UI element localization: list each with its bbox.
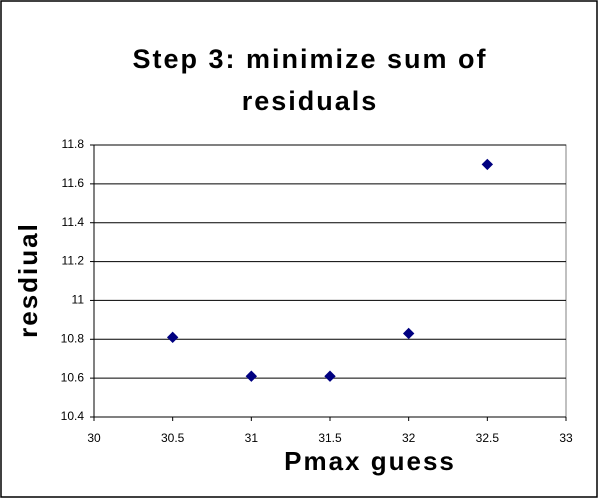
chart-title: Step 3: minimize sum of residuals bbox=[132, 44, 488, 116]
y-tick-label: 11.4 bbox=[62, 215, 85, 229]
y-tick-label: 10.8 bbox=[61, 331, 85, 345]
y-tick-label: 11.8 bbox=[62, 137, 85, 151]
y-tick-label: 11 bbox=[72, 293, 85, 307]
y-tick-label: 11.2 bbox=[62, 254, 85, 268]
data-point bbox=[166, 331, 179, 344]
data-point bbox=[481, 158, 494, 171]
x-tick-label: 32 bbox=[402, 431, 416, 445]
x-tick-label: 31 bbox=[245, 431, 259, 445]
x-tick-label: 32.5 bbox=[476, 431, 500, 445]
y-axis-label: resdiual bbox=[13, 222, 43, 338]
x-tick-label: 30.5 bbox=[161, 431, 185, 445]
x-tick-label: 33 bbox=[559, 431, 573, 445]
x-tick-label: 30 bbox=[87, 431, 101, 445]
y-tick-label: 10.4 bbox=[61, 409, 85, 423]
x-tick-label: 31.5 bbox=[318, 431, 342, 445]
y-tick-label: 11.6 bbox=[62, 176, 85, 190]
x-axis-label: Pmax guess bbox=[284, 446, 456, 476]
data-point bbox=[245, 370, 258, 382]
y-tick-label: 10.6 bbox=[61, 370, 85, 384]
data-point bbox=[324, 370, 336, 382]
data-point bbox=[402, 327, 415, 340]
